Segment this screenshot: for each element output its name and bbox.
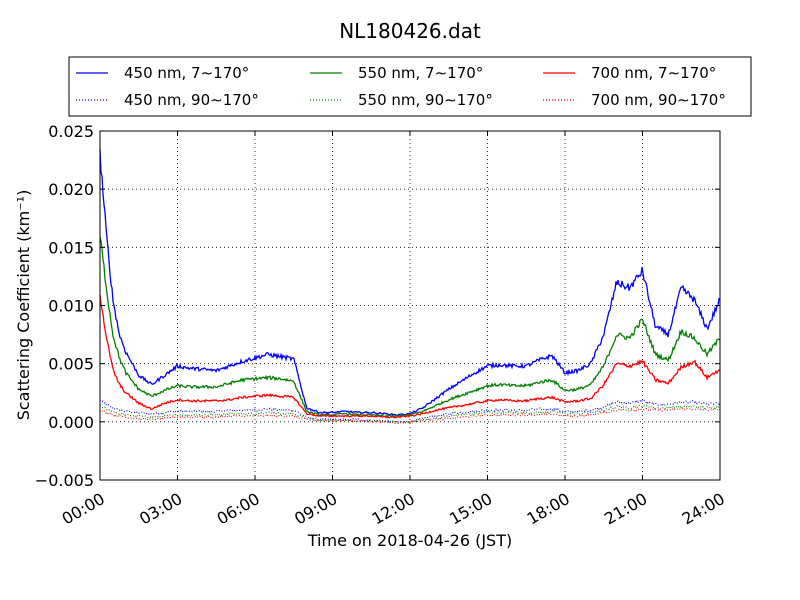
y-tick-label: 0.020 — [48, 180, 94, 199]
x-tick-label: 24:00 — [679, 489, 728, 529]
legend-frame — [68, 56, 752, 117]
series-line-700-nm-7-170- — [99, 294, 721, 419]
x-tick-label: 18:00 — [524, 489, 573, 529]
x-tick-label: 15:00 — [446, 489, 495, 529]
series-line-450-nm-7-170- — [99, 149, 721, 417]
y-tick-label: 0.015 — [48, 238, 94, 257]
legend-label: 700 nm, 90∼170° — [591, 91, 726, 109]
legend-label: 700 nm, 7∼170° — [591, 64, 716, 82]
x-tick-label: 03:00 — [136, 489, 185, 529]
x-tick-label: 00:00 — [59, 489, 108, 529]
legend-label: 450 nm, 7∼170° — [124, 64, 249, 82]
series-layer — [99, 149, 721, 425]
legend-label: 450 nm, 90∼170° — [124, 91, 259, 109]
y-tick-label: 0.000 — [48, 413, 94, 432]
x-axis-label: Time on 2018-04-26 (JST) — [307, 531, 512, 550]
y-tick-label: 0.010 — [48, 297, 94, 316]
legend-label: 550 nm, 7∼170° — [358, 64, 483, 82]
y-tick-label: 0.025 — [48, 122, 94, 141]
grid-lines — [100, 131, 720, 480]
series-line-700-nm-90-170- — [99, 407, 721, 425]
x-tick-label: 09:00 — [291, 489, 340, 529]
y-tick-label: −0.005 — [35, 471, 94, 490]
legend: 450 nm, 7∼170° 550 nm, 7∼170° 700 nm, 7∼17… — [68, 56, 752, 117]
x-tick-label: 21:00 — [601, 489, 650, 529]
series-line-450-nm-90-170- — [99, 399, 721, 424]
y-tick-label: 0.005 — [48, 355, 94, 374]
chart-title: NL180426.dat — [339, 19, 481, 43]
axis-ticks: 00:00 03:00 06:00 09:00 12:00 15:00 18:00 21:00… — [35, 122, 728, 529]
x-tick-label: 12:00 — [369, 489, 418, 529]
x-tick-label: 06:00 — [214, 489, 263, 529]
legend-label: 550 nm, 90∼170° — [358, 91, 493, 109]
y-axis-label: Scattering Coefficient (km⁻¹) — [14, 190, 33, 421]
